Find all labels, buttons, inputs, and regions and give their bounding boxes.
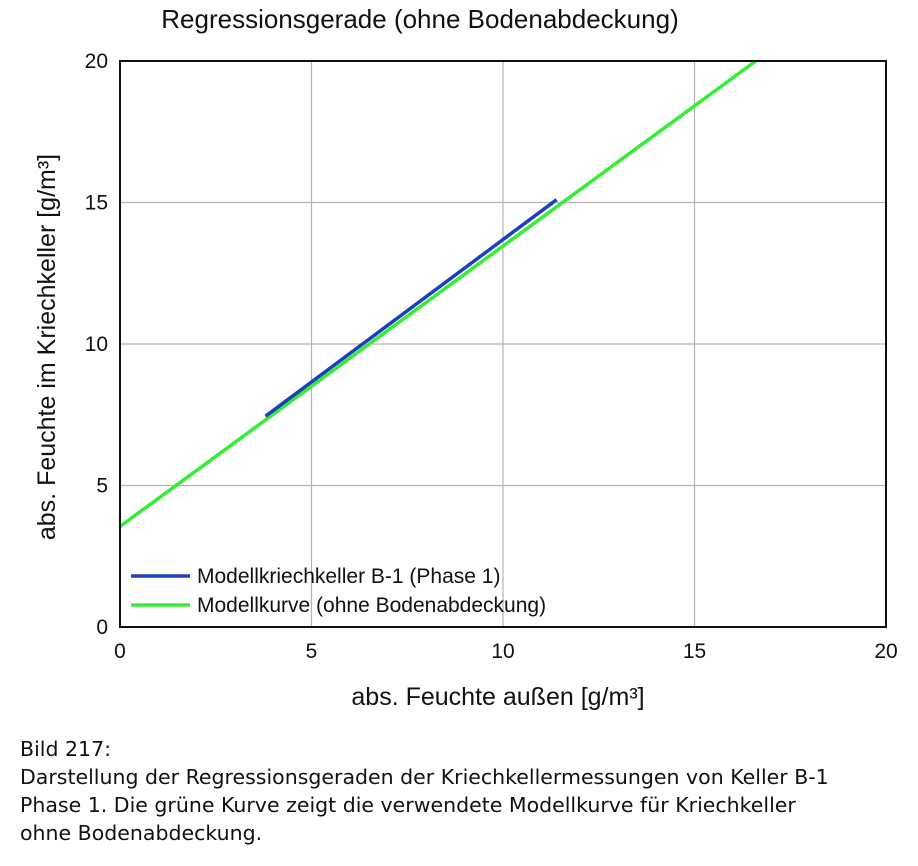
legend: Modellkriechkeller B-1 (Phase 1) Modellku… bbox=[131, 565, 546, 617]
caption-figure-number: Bild 217: bbox=[20, 737, 112, 761]
x-tick-label: 0 bbox=[114, 640, 126, 663]
caption-line: Darstellung der Regressionsgeraden der K… bbox=[20, 765, 829, 789]
y-tick-label: 5 bbox=[96, 475, 108, 498]
x-tick-label: 15 bbox=[683, 640, 706, 663]
chart-title: Regressionsgerade (ohne Bodenabdeckung) bbox=[161, 4, 678, 34]
legend-entry: Modellkurve (ohne Bodenabdeckung) bbox=[197, 594, 546, 617]
caption-line: Phase 1. Die grüne Kurve zeigt die verwe… bbox=[20, 793, 796, 817]
series-line-2 bbox=[118, 59, 757, 528]
caption-line: ohne Bodenabdeckung. bbox=[20, 821, 263, 845]
series-layer bbox=[118, 59, 757, 528]
y-axis-label: abs. Feuchte im Kriechkeller [g/m³] bbox=[33, 154, 61, 540]
x-axis-label: abs. Feuchte außen [g/m³] bbox=[351, 683, 644, 711]
y-tick-label: 15 bbox=[85, 192, 108, 215]
y-tick-label: 20 bbox=[85, 50, 108, 73]
series-line-1 bbox=[264, 198, 558, 418]
legend-entry: Modellkriechkeller B-1 (Phase 1) bbox=[197, 565, 500, 588]
x-tick-label: 10 bbox=[491, 640, 514, 663]
plot-frame bbox=[119, 60, 887, 628]
regression-chart: Regressionsgerade (ohne Bodenabdeckung) … bbox=[33, 4, 898, 711]
tick-labels: 0 5 10 15 20 0 5 10 15 20 bbox=[85, 50, 898, 663]
y-tick-label: 10 bbox=[85, 333, 108, 356]
x-tick-label: 5 bbox=[306, 640, 318, 663]
grid bbox=[120, 61, 886, 627]
x-tick-label: 20 bbox=[874, 640, 897, 663]
figure-caption: Bild 217: Darstellung der Regressionsger… bbox=[20, 735, 910, 847]
y-tick-label: 0 bbox=[96, 616, 108, 639]
